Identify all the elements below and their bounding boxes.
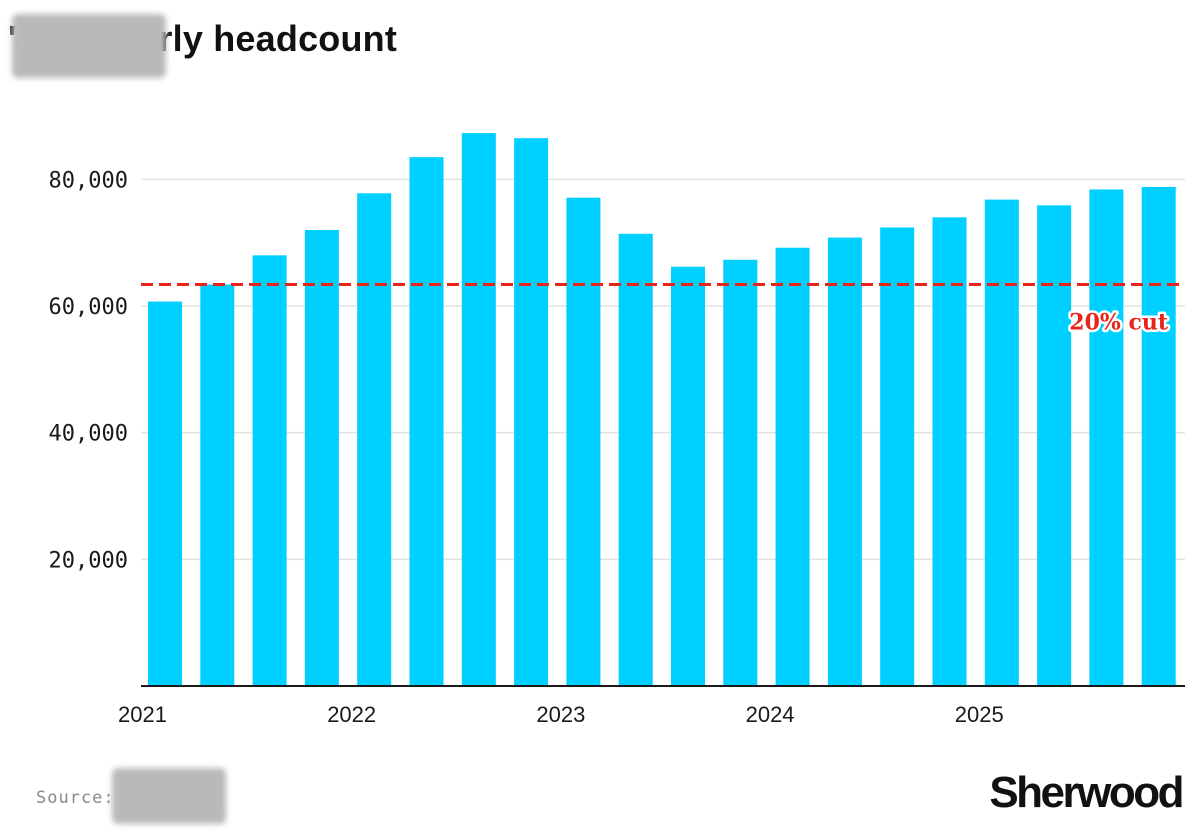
y-tick-label: 20,000: [49, 548, 128, 573]
x-tick-label: 2022: [327, 702, 376, 727]
reference-line-group: 20% cut: [141, 282, 1185, 338]
bar-2024-q1: [775, 247, 810, 686]
bar-2024-q2: [827, 237, 862, 686]
y-tick-label: 60,000: [49, 295, 128, 320]
bar-2024-q3: [880, 227, 915, 686]
bar-2021-q2: [200, 284, 235, 686]
sherwood-logo: Sherwood: [989, 768, 1184, 817]
bar-2025-q2: [1037, 205, 1072, 687]
bar-2021-q1: [148, 301, 182, 686]
bar-2025-q1: [984, 199, 1019, 686]
bar-2021-q3: [252, 255, 287, 687]
x-tick-label: 2024: [746, 702, 795, 727]
x-tick-label: 2023: [536, 702, 585, 727]
bar-2023-q4: [723, 259, 758, 686]
source-label: Source:: [36, 788, 115, 808]
bar-2023-q3: [671, 266, 705, 686]
redacted-source-name: [112, 768, 226, 824]
bars: [148, 133, 1176, 687]
bar-2022-q2: [409, 157, 444, 686]
bar-2023-q1: [566, 197, 601, 686]
bar-2022-q3: [461, 133, 496, 687]
reference-line-label: 20% cut: [1069, 309, 1169, 335]
bar-2023-q2: [618, 233, 653, 687]
bar-2022-q1: [357, 193, 392, 686]
bar-2025-q3: [1089, 189, 1124, 686]
redacted-company-name: [12, 14, 166, 78]
bar-2022-q4: [514, 138, 549, 686]
axes: 20,000 40,000 60,000 80,000 2021 2022 2023 2024…: [49, 168, 1185, 727]
x-tick-label: 2025: [955, 702, 1004, 727]
y-tick-label: 40,000: [49, 422, 128, 447]
gridlines: [141, 178, 1185, 561]
x-tick-label: 2021: [118, 702, 167, 727]
bar-2025-q4: [1141, 186, 1176, 686]
y-tick-label: 80,000: [49, 168, 128, 193]
bar-2024-q4: [932, 217, 967, 687]
bar-2021-q4: [304, 230, 339, 686]
